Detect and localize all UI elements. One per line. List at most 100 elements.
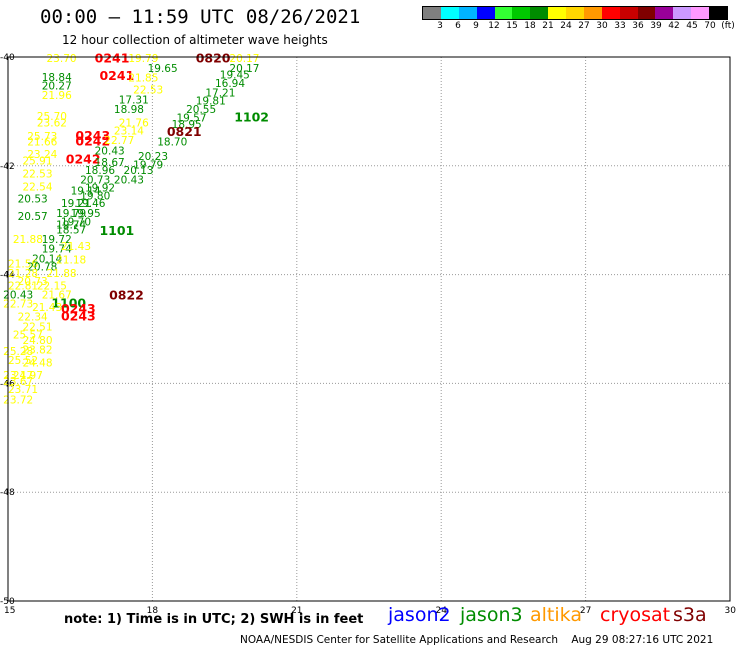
legend-label: 70 [704, 21, 716, 31]
wave-height-label: 25.57 [13, 329, 43, 341]
wave-height-label: 22.54 [22, 181, 52, 193]
legend-label: 39 [650, 21, 662, 31]
time-label: 0242 [75, 133, 110, 148]
legend-swatch [494, 7, 513, 19]
wave-height-label: 20.23 [138, 151, 168, 163]
wave-height-label: 19.57 [176, 112, 206, 124]
wave-height-label: 22.53 [22, 168, 52, 180]
time-label: 0821 [167, 124, 202, 139]
wave-height-label: 20.13 [124, 165, 154, 177]
legend-label: 24 [560, 21, 572, 31]
y-tick-label: -44 [0, 271, 15, 281]
page-title: 00:00 – 11:59 UTC 08/26/2021 [40, 6, 361, 28]
legend-label: 15 [506, 21, 518, 31]
footer-note: note: 1) Time is in UTC; 2) SWH is in fe… [64, 612, 364, 627]
x-tick-label: 27 [580, 606, 591, 616]
wave-height-label: 20.17 [229, 53, 259, 65]
wave-height-label: 23.24 [27, 149, 57, 161]
wave-height-label: 21.66 [27, 136, 57, 148]
legend-labels: 3 6 9 12 15 18 21 24 27 30 33 36 39 42 45 70 (ft) [422, 21, 735, 35]
legend-label: 27 [578, 21, 590, 31]
satellite-s3a: s3a [673, 604, 707, 626]
wave-height-label: 22.53 [133, 85, 163, 97]
wave-height-label: 18.96 [85, 165, 115, 177]
legend-label: 36 [632, 21, 644, 31]
wave-height-label: 23.62 [37, 117, 67, 129]
wave-height-label: 19.65 [148, 63, 178, 75]
wave-height-label: 18.70 [157, 136, 187, 148]
wave-height-label: 17.21 [205, 87, 235, 99]
legend-swatch [440, 7, 459, 19]
legend-swatch [423, 7, 441, 19]
time-label: 0243 [61, 301, 96, 316]
wave-height-label: 20.57 [18, 211, 48, 223]
wave-height-label: 17.31 [119, 94, 149, 106]
time-label: 0242 [66, 151, 101, 166]
wave-height-label: 21.56 [8, 259, 38, 271]
wave-height-label: 20.55 [186, 104, 216, 116]
time-label: 0243 [75, 128, 110, 143]
wave-height-label: 18.57 [56, 224, 86, 236]
time-label: 0822 [109, 287, 144, 302]
x-tick-label: 15 [4, 606, 15, 616]
legend-label: 45 [686, 21, 698, 31]
legend-label: 3 [437, 21, 443, 31]
legend-swatch [637, 7, 656, 19]
time-label: 0243 [61, 308, 96, 323]
wave-height-label: 19.74 [42, 243, 72, 255]
wave-height-label: 20.73 [80, 174, 110, 186]
wave-height-label: 21.88 [13, 234, 43, 246]
time-label: 1100 [51, 295, 86, 310]
wave-height-label: 19.21 [61, 198, 91, 210]
wave-height-label: 19.92 [85, 183, 115, 195]
legend-swatch [691, 7, 709, 19]
legend-swatch [476, 7, 495, 19]
wave-height-label: 25.28 [3, 346, 33, 358]
wave-height-label: 23.82 [22, 345, 52, 357]
wave-height-label: 21.43 [32, 302, 62, 314]
wave-height-label: 19.14 [71, 185, 101, 197]
wave-height-label: 21.88 [47, 268, 77, 280]
x-tick-label: 21 [291, 606, 302, 616]
wave-height-label: 20.78 [27, 261, 57, 273]
map-frame [7, 56, 731, 602]
legend-label: 9 [473, 21, 479, 31]
satellite-jason3: jason3 [460, 604, 523, 626]
legend-swatch [673, 7, 692, 19]
legend-label: 21 [542, 21, 554, 31]
y-tick-label: -46 [0, 379, 15, 389]
wave-height-label: 22.81 [8, 280, 38, 292]
wave-height-label: 24.48 [22, 358, 52, 370]
wave-height-label: 19.79 [56, 208, 86, 220]
legend-swatch [530, 7, 549, 19]
legend-swatch [709, 7, 727, 19]
page-subtitle: 12 hour collection of altimeter wave hei… [62, 33, 328, 47]
wave-height-label: 19.46 [75, 198, 105, 210]
time-label: 1102 [234, 109, 269, 124]
wave-height-label: 20.43 [95, 146, 125, 158]
legend-swatches [422, 6, 728, 20]
legend-swatch [583, 7, 602, 19]
x-tick-label: 18 [147, 606, 159, 616]
wave-height-label: 18.95 [172, 119, 202, 131]
wave-height-label: 21.67 [42, 290, 72, 302]
legend-swatch [548, 7, 566, 19]
time-label: 0241 [95, 51, 130, 66]
wave-height-label: 20.43 [3, 290, 33, 302]
wave-height-label: 23.72 [3, 395, 33, 407]
y-tick-label: -40 [0, 53, 15, 63]
wave-height-label: 20.17 [229, 63, 259, 75]
wave-height-label: 21.43 [61, 241, 91, 253]
wave-height-label: 18.98 [114, 104, 144, 116]
legend-label: 12 [488, 21, 500, 31]
wave-height-label: 24.80 [22, 335, 52, 347]
y-tick-label: -42 [0, 162, 15, 172]
legend-label: 42 [668, 21, 680, 31]
x-tick-label: 24 [435, 606, 447, 616]
time-label: 0241 [99, 68, 134, 83]
wave-height-label: 25.70 [37, 111, 67, 123]
wave-height-label: 16.94 [215, 78, 245, 90]
time-label: 1101 [99, 223, 134, 238]
wave-height-label: 19.81 [196, 96, 226, 108]
legend-label: 18 [524, 21, 536, 31]
